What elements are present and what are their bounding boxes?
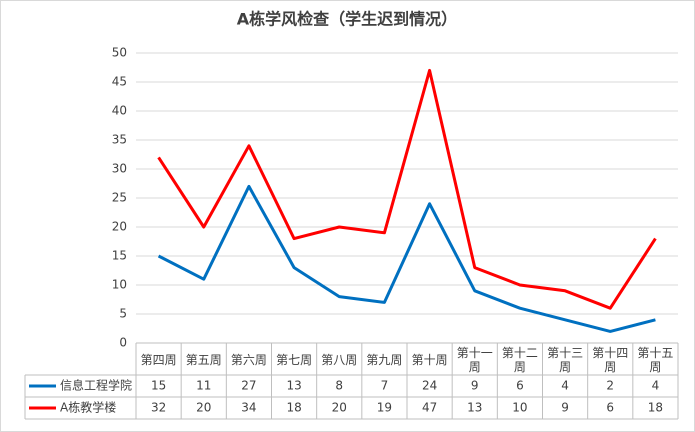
y-tick-label: 0 bbox=[119, 336, 127, 350]
y-tick-label: 25 bbox=[112, 191, 127, 205]
x-tick-label: 第十二周 bbox=[501, 345, 538, 374]
x-category-cell: 第八周 bbox=[321, 352, 358, 367]
y-tick-label: 20 bbox=[112, 220, 127, 234]
x-tick-label: 第十三周 bbox=[547, 345, 584, 374]
table-value: 18 bbox=[286, 401, 301, 415]
table-value: 13 bbox=[467, 401, 482, 415]
table-value: 19 bbox=[377, 401, 392, 415]
table-value: 9 bbox=[561, 401, 569, 415]
table-value: 15 bbox=[151, 379, 166, 393]
x-tick-label: 第七周 bbox=[276, 352, 313, 367]
series-line bbox=[157, 184, 656, 333]
y-tick-label: 45 bbox=[112, 75, 127, 89]
x-tick-label: 第八周 bbox=[321, 352, 358, 367]
x-category-cell: 第十一周 bbox=[456, 345, 493, 374]
table-value: 24 bbox=[422, 379, 437, 393]
legend-label: A栋教学楼 bbox=[60, 400, 116, 415]
table-value: 47 bbox=[422, 401, 437, 415]
table-value: 4 bbox=[652, 379, 660, 393]
y-tick-label: 50 bbox=[112, 46, 127, 60]
x-category-cell: 第十三周 bbox=[547, 345, 584, 374]
table-value: 20 bbox=[196, 401, 211, 415]
x-category-cell: 第六周 bbox=[230, 352, 267, 367]
x-category-cell: 第七周 bbox=[276, 352, 313, 367]
table-value: 9 bbox=[471, 379, 479, 393]
table-value: 6 bbox=[516, 379, 524, 393]
x-category-cell: 第十四周 bbox=[592, 345, 629, 374]
table-value: 11 bbox=[196, 379, 211, 393]
chart-title: A栋学风检查（学生迟到情况） bbox=[237, 10, 457, 29]
series-line bbox=[157, 68, 657, 310]
x-category-cell: 第十周 bbox=[411, 352, 448, 367]
x-category-cell: 第九周 bbox=[366, 352, 403, 367]
table-value: 7 bbox=[381, 379, 389, 393]
table-value: 18 bbox=[648, 401, 663, 415]
table-value: 2 bbox=[606, 379, 614, 393]
x-category-cell: 第十五周 bbox=[637, 345, 674, 374]
x-tick-label: 第六周 bbox=[230, 352, 267, 367]
table-value: 34 bbox=[241, 401, 256, 415]
y-tick-label: 35 bbox=[112, 133, 127, 147]
y-tick-label: 40 bbox=[112, 104, 127, 118]
legend-label: 信息工程学院 bbox=[60, 378, 132, 393]
x-tick-label: 第五周 bbox=[185, 352, 222, 367]
x-category-cell: 第十二周 bbox=[501, 345, 538, 374]
x-tick-label: 第九周 bbox=[366, 352, 403, 367]
x-category-cell: 第五周 bbox=[185, 352, 222, 367]
x-tick-label: 第十五周 bbox=[637, 345, 674, 374]
y-tick-label: 30 bbox=[112, 162, 127, 176]
table-value: 13 bbox=[286, 379, 301, 393]
table-value: 32 bbox=[151, 401, 166, 415]
table-value: 4 bbox=[561, 379, 569, 393]
table-value: 8 bbox=[335, 379, 343, 393]
x-tick-label: 第十四周 bbox=[592, 345, 629, 374]
x-category-cell: 第四周 bbox=[140, 352, 177, 367]
table-value: 10 bbox=[512, 401, 527, 415]
table-value: 20 bbox=[332, 401, 347, 415]
y-tick-label: 10 bbox=[112, 278, 127, 292]
x-tick-label: 第四周 bbox=[140, 352, 177, 367]
table-value: 27 bbox=[241, 379, 256, 393]
y-tick-label: 15 bbox=[112, 249, 127, 263]
y-tick-label: 5 bbox=[119, 307, 127, 321]
x-tick-label: 第十周 bbox=[411, 352, 448, 367]
table-value: 6 bbox=[606, 401, 614, 415]
x-tick-label: 第十一周 bbox=[456, 345, 493, 374]
